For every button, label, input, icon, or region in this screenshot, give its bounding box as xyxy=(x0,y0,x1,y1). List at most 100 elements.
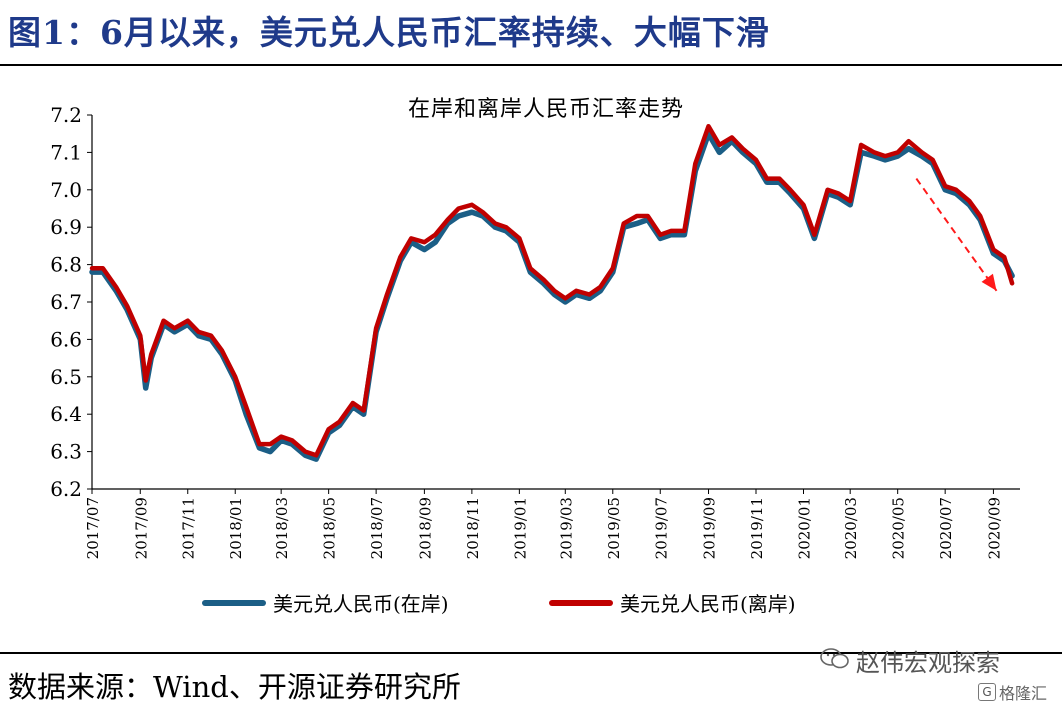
onshore-point xyxy=(883,158,887,162)
onshore-point xyxy=(172,330,177,334)
offshore-point xyxy=(422,240,426,244)
offshore-point xyxy=(682,229,687,233)
offshore-point xyxy=(741,147,745,151)
chart-title: 在岸和离岸人民币汇率走势 xyxy=(408,97,684,122)
bottom-rule xyxy=(0,652,1062,654)
offshore-point xyxy=(978,214,982,218)
y-tick-label: 6.9 xyxy=(50,215,82,239)
chart-series xyxy=(89,123,1015,462)
onshore-point xyxy=(943,188,947,192)
legend-label-offshore: 美元兑人民币(离岸) xyxy=(620,592,796,616)
x-tick-label: 2017/07 xyxy=(84,497,102,559)
onshore-point xyxy=(470,210,474,214)
offshore-point xyxy=(848,199,852,203)
offshore-point xyxy=(907,139,911,143)
onshore-point xyxy=(457,214,461,218)
onshore-point xyxy=(669,233,673,237)
offshore-point xyxy=(730,135,734,139)
wechat-icon xyxy=(820,647,850,675)
offshore-point xyxy=(788,188,792,192)
offshore-point xyxy=(374,326,378,330)
onshore-point xyxy=(635,221,639,226)
x-tick-label: 2017/11 xyxy=(180,497,198,559)
offshore-point xyxy=(528,266,532,270)
x-tick-label: 2018/11 xyxy=(464,497,482,559)
offshore-point xyxy=(220,349,224,353)
offshore-point xyxy=(244,405,248,409)
onshore-point xyxy=(422,248,426,252)
offshore-point xyxy=(598,285,602,289)
onshore-point xyxy=(257,446,261,450)
gelonghui-logo-icon: G xyxy=(978,683,996,701)
legend-label-onshore: 美元兑人民币(在岸) xyxy=(273,592,449,616)
offshore-point xyxy=(587,292,592,297)
offshore-point xyxy=(826,188,830,192)
trend-arrow-head xyxy=(981,273,997,291)
gelonghui-badge: G 格隆汇 xyxy=(978,680,1047,704)
onshore-point xyxy=(907,147,911,151)
offshore-point xyxy=(409,236,413,240)
onshore-point xyxy=(765,180,769,184)
offshore-point xyxy=(144,378,148,383)
x-tick-label: 2020/03 xyxy=(842,497,860,559)
offshore-point xyxy=(872,150,876,154)
offshore-point xyxy=(268,442,272,446)
onshore-point xyxy=(872,154,876,158)
x-tick-label: 2019/07 xyxy=(652,497,670,559)
y-tick-label: 6.6 xyxy=(50,327,82,351)
offshore-point xyxy=(706,124,711,128)
y-tick-label: 7.0 xyxy=(50,178,82,202)
watermark: 赵伟宏观探索 xyxy=(820,643,1000,678)
y-tick-label: 6.4 xyxy=(50,402,82,426)
onshore-point xyxy=(896,154,900,158)
offshore-point xyxy=(967,199,971,203)
onshore-point xyxy=(303,453,307,457)
y-tick-label: 6.5 xyxy=(50,365,82,389)
y-tick-label: 6.8 xyxy=(50,253,82,277)
y-tick-label: 6.3 xyxy=(50,440,82,464)
x-tick-label: 2018/01 xyxy=(227,497,245,559)
offshore-point xyxy=(504,225,508,229)
offshore-point xyxy=(658,233,662,237)
onshore-point xyxy=(682,233,687,237)
x-tick-label: 2019/09 xyxy=(701,497,719,559)
offshore-series-line xyxy=(89,123,1015,458)
onshore-point xyxy=(563,300,567,304)
offshore-point xyxy=(337,420,342,424)
trend-arrow xyxy=(915,177,998,292)
offshore-point xyxy=(470,203,474,207)
offshore-point xyxy=(446,218,450,222)
exchange-rate-chart: 在岸和离岸人民币汇率走势 6.2 6.3 6.4 6.5 6.6 6.7 6.8 6.9 7.0… xyxy=(50,97,1020,616)
onshore-point xyxy=(848,203,852,207)
onshore-point xyxy=(587,296,592,300)
offshore-point xyxy=(717,143,722,147)
offshore-point xyxy=(669,229,673,233)
offshore-point xyxy=(859,143,863,147)
offshore-point xyxy=(552,289,557,293)
trend-arrow-shaft xyxy=(915,177,998,292)
offshore-point xyxy=(812,233,817,237)
x-tick-label: 2020/07 xyxy=(937,497,955,559)
offshore-point xyxy=(801,203,806,207)
offshore-point xyxy=(209,334,213,338)
offshore-point xyxy=(362,408,366,413)
offshore-point xyxy=(954,188,958,192)
offshore-point xyxy=(279,435,283,439)
offshore-point xyxy=(433,233,437,237)
offshore-point xyxy=(398,255,402,259)
x-tick-label: 2019/01 xyxy=(511,497,529,559)
onshore-point xyxy=(493,225,497,229)
onshore-point xyxy=(433,240,437,244)
x-tick-label: 2018/09 xyxy=(416,497,434,559)
onshore-point xyxy=(90,270,94,274)
y-tick-label: 6.7 xyxy=(50,290,82,314)
x-tick-label: 2020/05 xyxy=(890,497,908,559)
onshore-point xyxy=(812,236,817,240)
onshore-series-line xyxy=(89,130,1015,462)
figure-title: 图1：6月以来，美元兑人民币汇率持续、大幅下滑 xyxy=(8,13,770,52)
x-tick-label: 2020/09 xyxy=(985,497,1003,559)
offshore-point xyxy=(149,352,153,356)
offshore-point xyxy=(186,319,190,323)
top-rule xyxy=(0,64,1062,66)
offshore-point xyxy=(541,278,546,282)
